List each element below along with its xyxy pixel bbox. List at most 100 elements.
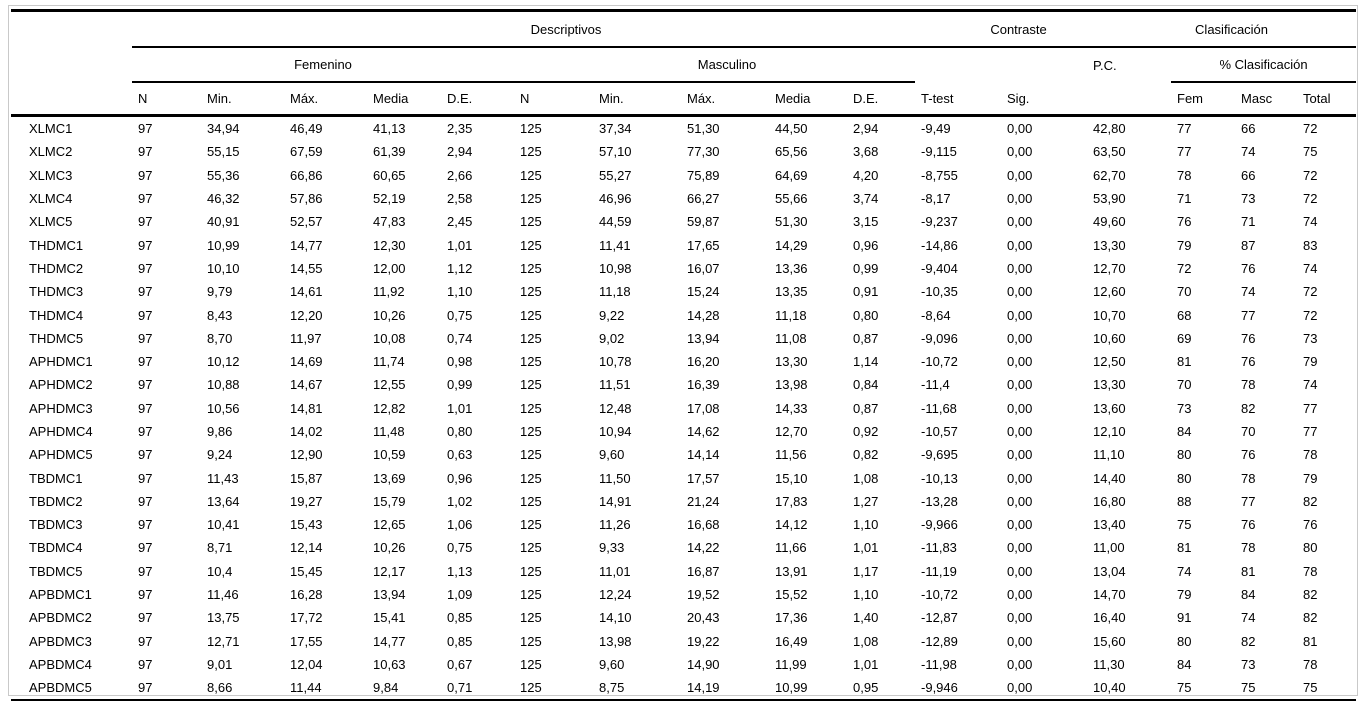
cell-masc-min: 11,41: [599, 237, 631, 253]
cell-t-test: -13,28: [921, 493, 958, 509]
cell-pct-total: 72: [1303, 167, 1318, 183]
cell-masc-max: 16,87: [687, 563, 720, 579]
cell-masc-n: 125: [520, 284, 542, 300]
cell-fem-media: 47,83: [373, 214, 406, 230]
cell-fem-media: 12,55: [373, 377, 406, 393]
cell-sig: 0,00: [1007, 284, 1033, 300]
cell-masc-min: 13,98: [599, 633, 632, 649]
cell-fem-media: 12,30: [373, 237, 406, 253]
row-label: XLMC3: [29, 167, 73, 183]
cell-masc-media: 14,29: [775, 237, 808, 253]
cell-fem-de: 0,71: [447, 680, 473, 696]
cell-masc-de: 1,01: [853, 540, 879, 556]
cell-fem-de: 0,85: [447, 633, 473, 649]
cell-sig: 0,00: [1007, 563, 1033, 579]
cell-fem-min: 10,88: [207, 377, 240, 393]
header-fem-media: Media: [367, 82, 441, 117]
cell-fem-media: 52,19: [373, 191, 406, 207]
corner-blank-cell: [11, 11, 132, 48]
cell-masc-de: 1,08: [853, 633, 879, 649]
cell-masc-n: 125: [520, 493, 542, 509]
cell-masc-n: 125: [520, 260, 542, 276]
cell-pct-masc: 74: [1241, 610, 1256, 626]
cell-t-test: -12,87: [921, 610, 958, 626]
cell-pct-total: 80: [1303, 540, 1318, 556]
cell-pct-fem: 70: [1177, 284, 1192, 300]
cell-t-test: -11,83: [921, 540, 957, 556]
cell-fem-de: 0,96: [447, 470, 473, 486]
cell-fem-media: 9,84: [373, 680, 399, 696]
cell-fem-media: 41,13: [373, 121, 406, 137]
cell-pct-total: 76: [1303, 517, 1318, 533]
cell-pct-masc: 87: [1241, 237, 1256, 253]
cell-fem-max: 14,02: [290, 424, 323, 439]
cell-fem-max: 46,49: [290, 121, 323, 137]
cell-masc-de: 3,15: [853, 214, 879, 230]
cell-masc-de: 0,96: [853, 237, 879, 253]
cell-sig: 0,00: [1007, 167, 1033, 183]
cell-masc-n: 125: [520, 330, 542, 346]
cell-pct-fem: 71: [1177, 191, 1192, 207]
cell-pct-masc: 76: [1241, 354, 1256, 370]
row-label: TBDMC5: [29, 563, 83, 579]
blank-cell: [11, 82, 132, 117]
cell-pc: 12,70: [1093, 260, 1126, 276]
cell-t-test: -10,72: [921, 587, 958, 603]
cell-masc-min: 10,98: [599, 260, 632, 276]
cell-sig: 0,00: [1007, 447, 1033, 463]
cell-pct-total: 79: [1303, 354, 1318, 370]
header-pc: P.C.: [1093, 57, 1117, 73]
cell-fem-max: 12,14: [290, 540, 323, 556]
cell-pct-total: 79: [1303, 470, 1318, 486]
cell-fem-media: 13,94: [373, 587, 406, 603]
cell-t-test: -10,35: [921, 284, 958, 300]
cell-masc-de: 0,84: [853, 377, 879, 393]
table-row: THDMC2 97 10,10 14,55 12,00 1,12 125 10,98 16,07…: [11, 257, 1356, 280]
cell-pc: 12,10: [1093, 424, 1126, 439]
cell-fem-n: 97: [138, 656, 153, 672]
table-row: TBDMC1 97 11,43 15,87 13,69 0,96 125 11,50 17,57…: [11, 466, 1356, 489]
cell-fem-max: 12,20: [290, 307, 323, 323]
cell-masc-de: 1,01: [853, 656, 879, 672]
cell-masc-media: 11,18: [775, 307, 807, 323]
cell-pct-fem: 79: [1177, 237, 1192, 253]
cell-fem-max: 67,59: [290, 144, 323, 160]
cell-pct-fem: 75: [1177, 517, 1192, 533]
cell-fem-de: 0,80: [447, 424, 473, 439]
cell-masc-min: 11,01: [599, 563, 631, 579]
cell-fem-max: 12,90: [290, 447, 323, 463]
cell-fem-n: 97: [138, 307, 153, 323]
table-row: APHDMC5 97 9,24 12,90 10,59 0,63 125 9,60 14,14 1…: [11, 443, 1356, 466]
cell-t-test: -9,966: [921, 517, 958, 533]
cell-t-test: -9,237: [921, 214, 958, 230]
cell-fem-de: 1,10: [447, 284, 473, 300]
cell-pct-masc: 77: [1241, 307, 1256, 323]
cell-masc-min: 12,48: [599, 400, 632, 416]
cell-fem-max: 15,87: [290, 470, 323, 486]
cell-fem-n: 97: [138, 517, 153, 533]
cell-sig: 0,00: [1007, 121, 1033, 137]
cell-masc-de: 0,95: [853, 680, 879, 696]
cell-masc-media: 11,56: [775, 447, 807, 463]
cell-sig: 0,00: [1007, 191, 1033, 207]
cell-masc-media: 51,30: [775, 214, 808, 230]
cell-pct-fem: 77: [1177, 144, 1192, 160]
row-label: APBDMC3: [29, 633, 92, 649]
cell-pct-masc: 74: [1241, 284, 1256, 300]
cell-fem-max: 19,27: [290, 493, 323, 509]
cell-t-test: -8,17: [921, 191, 951, 207]
cell-fem-n: 97: [138, 493, 153, 509]
cell-masc-n: 125: [520, 540, 542, 556]
cell-fem-min: 10,56: [207, 400, 240, 416]
cell-pct-masc: 84: [1241, 587, 1256, 603]
row-label: THDMC3: [29, 284, 84, 300]
cell-pct-total: 72: [1303, 121, 1318, 137]
cell-fem-min: 13,75: [207, 610, 240, 626]
cell-fem-min: 9,79: [207, 284, 233, 300]
header-clasificacion: Clasificación: [1087, 10, 1357, 48]
cell-fem-n: 97: [138, 144, 153, 160]
cell-pct-masc: 76: [1241, 447, 1256, 463]
cell-masc-min: 9,60: [599, 447, 625, 463]
cell-pc: 10,60: [1093, 330, 1126, 346]
cell-masc-max: 77,30: [687, 144, 720, 160]
